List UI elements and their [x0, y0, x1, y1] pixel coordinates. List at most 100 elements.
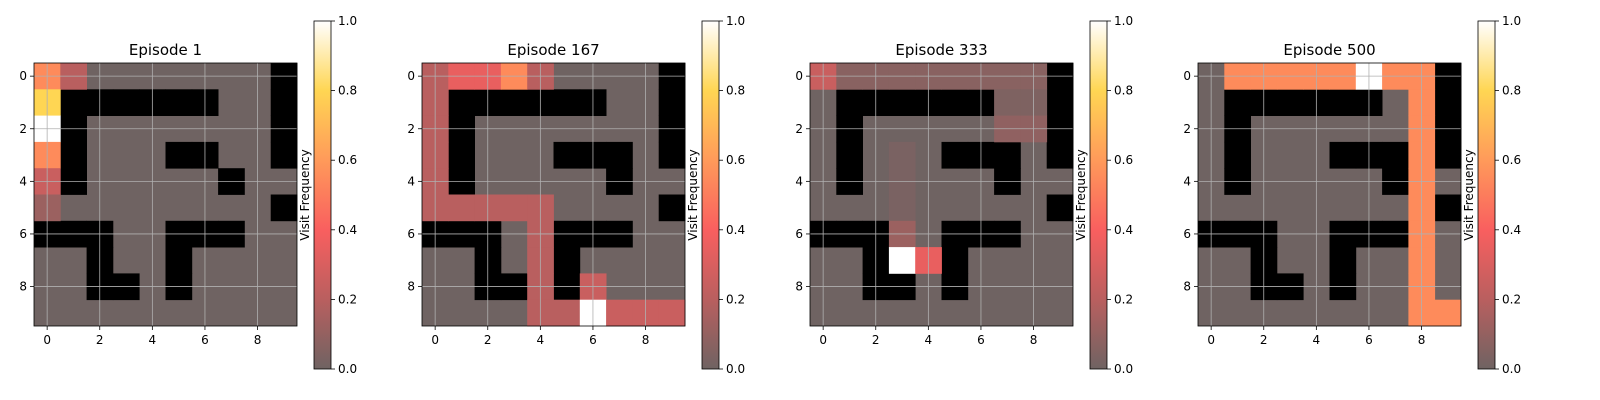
colorbar-tick-label: 0.0 — [338, 362, 357, 376]
x-tick-label: 8 — [1030, 333, 1038, 347]
colorbar-tick-label: 0.6 — [726, 153, 745, 167]
wall-cell — [1329, 247, 1357, 274]
wall-cell — [1434, 141, 1462, 169]
x-tick-label: 0 — [431, 333, 439, 347]
wall-cell — [941, 247, 969, 274]
y-tick-label: 0 — [1183, 69, 1191, 83]
x-tick-label: 4 — [1313, 333, 1321, 347]
colorbar-tick-label: 0.6 — [1502, 153, 1521, 167]
wall-cell — [270, 89, 298, 116]
colorbar-tick-label: 1.0 — [1114, 14, 1133, 28]
wall-cell — [1046, 89, 1074, 116]
y-tick-label: 4 — [1183, 174, 1191, 188]
y-tick-label: 6 — [1183, 227, 1191, 241]
visit-cell — [448, 194, 475, 222]
x-tick-label: 2 — [1260, 333, 1268, 347]
x-tick-label: 0 — [43, 333, 51, 347]
visit-cell — [994, 89, 1021, 116]
colorbar-tick-label: 0.2 — [1114, 292, 1133, 306]
colorbar-tick-label: 1.0 — [1502, 14, 1521, 28]
wall-cell — [60, 141, 87, 169]
y-tick-label: 8 — [795, 280, 803, 294]
wall-cell — [112, 89, 140, 116]
y-tick-label: 2 — [19, 122, 27, 136]
wall-cell — [553, 89, 581, 116]
x-tick-label: 6 — [201, 333, 209, 347]
wall-cell — [270, 194, 298, 222]
colorbar-tick-label: 0.4 — [338, 223, 357, 237]
colorbar-label: Visit Frequency — [1462, 149, 1476, 240]
x-tick-label: 6 — [1365, 333, 1373, 347]
colorbar-label: Visit Frequency — [686, 149, 700, 240]
y-tick-label: 2 — [795, 122, 803, 136]
colorbar-tick-label: 0.6 — [1114, 153, 1133, 167]
wall-cell — [658, 194, 686, 222]
wall-cell — [1046, 194, 1074, 222]
wall-cell — [1329, 141, 1357, 169]
y-tick-label: 8 — [1183, 280, 1191, 294]
y-tick-label: 4 — [407, 174, 415, 188]
wall-cell — [270, 141, 298, 169]
visit-cell — [888, 141, 916, 169]
colorbar-tick-label: 0.8 — [1502, 84, 1521, 98]
colorbar-tick-label: 0.8 — [726, 84, 745, 98]
visit-cell — [606, 299, 633, 327]
y-tick-label: 4 — [19, 174, 27, 188]
heatmap-panel-1: 0 2 4 6 8 0 2 4 6 8 Episode 1 0.0 0.2 0.4 0.6 0.8 1.0 Vis… — [19, 14, 357, 376]
axes-frame — [1197, 62, 1462, 327]
x-tick-label: 4 — [537, 333, 545, 347]
axes-frame — [421, 62, 686, 327]
wall-cell — [448, 89, 475, 116]
visit-cell — [553, 299, 581, 327]
wall-cell — [500, 89, 528, 116]
wall-cell — [658, 89, 686, 116]
colorbar-tick-label: 0.4 — [726, 223, 745, 237]
colorbar-tick-label: 0.2 — [338, 292, 357, 306]
wall-cell — [165, 247, 193, 274]
colorbar-tick-label: 0.0 — [1502, 362, 1521, 376]
visit-cell — [1434, 299, 1462, 327]
colorbar-gradient — [313, 20, 332, 370]
y-tick-label: 6 — [407, 227, 415, 241]
colorbar-tick-label: 0.4 — [1502, 223, 1521, 237]
colorbar: 0.0 0.2 0.4 0.6 0.8 1.0 Visit Frequency — [1074, 14, 1133, 376]
visit-cell — [658, 299, 686, 327]
visit-cell — [888, 247, 916, 274]
wall-cell — [553, 141, 581, 169]
x-tick-label: 8 — [254, 333, 262, 347]
y-tick-label: 0 — [19, 69, 27, 83]
wall-cell — [553, 247, 581, 274]
colorbar: 0.0 0.2 0.4 0.6 0.8 1.0 Visit Frequency — [1462, 14, 1521, 376]
colorbar-tick-label: 0.6 — [338, 153, 357, 167]
wall-cell — [448, 141, 475, 169]
wall-cell — [1382, 141, 1409, 169]
x-tick-label: 2 — [484, 333, 492, 347]
wall-cell — [60, 89, 87, 116]
y-tick-label: 6 — [795, 227, 803, 241]
wall-cell — [165, 141, 193, 169]
y-tick-label: 0 — [407, 69, 415, 83]
colorbar-gradient — [1477, 20, 1496, 370]
axes-frame — [33, 62, 298, 327]
y-tick-label: 2 — [407, 122, 415, 136]
chart-title: Episode 500 — [1283, 41, 1375, 59]
wall-cell — [941, 89, 969, 116]
visit-cell — [888, 194, 916, 222]
colorbar-tick-label: 0.4 — [1114, 223, 1133, 237]
y-tick-label: 2 — [1183, 122, 1191, 136]
colorbar-tick-label: 1.0 — [338, 14, 357, 28]
y-tick-label: 8 — [19, 280, 27, 294]
axes-frame — [809, 62, 1074, 327]
colorbar-tick-label: 0.2 — [726, 292, 745, 306]
wall-cell — [941, 141, 969, 169]
wall-cell — [836, 141, 863, 169]
heatmap-panel-2: 0 2 4 6 8 0 2 4 6 8 Episode 167 0.0 0.2 0.4 0.6 0.8 1.0 V… — [407, 14, 745, 376]
y-tick-label: 6 — [19, 227, 27, 241]
x-tick-label: 0 — [819, 333, 827, 347]
colorbar-label: Visit Frequency — [1074, 149, 1088, 240]
wall-cell — [1434, 194, 1462, 222]
x-tick-label: 0 — [1207, 333, 1215, 347]
wall-cell — [1329, 89, 1357, 116]
wall-cell — [165, 89, 193, 116]
